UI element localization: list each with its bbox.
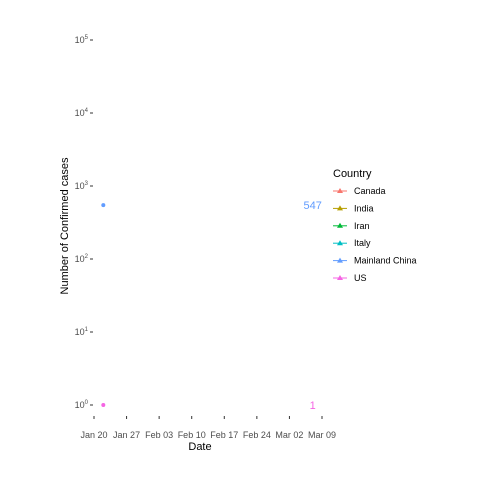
legend-label: US xyxy=(354,273,367,283)
legend-key-marker xyxy=(337,240,343,246)
y-axis-title: Number of Confirmed cases xyxy=(59,157,71,294)
x-tick-label: Feb 03 xyxy=(145,430,173,440)
data-points xyxy=(101,203,106,407)
y-tick-label: 100 xyxy=(75,400,89,410)
data-label: 1 xyxy=(310,400,316,412)
x-tick-label: Mar 02 xyxy=(275,430,303,440)
legend-key-marker xyxy=(337,257,343,263)
x-axis: Jan 20 Jan 27 Feb 03 Feb 10 Feb 17 Feb 24 Mar … xyxy=(80,416,336,440)
y-tick-label: 102 xyxy=(75,254,89,264)
legend-key-marker xyxy=(337,188,343,193)
y-tick-label: 103 xyxy=(75,181,89,191)
legend: Country Canada India Iran Italy Mainland Chi… xyxy=(333,168,417,283)
data-point xyxy=(101,403,106,407)
x-tick-label: Feb 10 xyxy=(178,430,206,440)
legend-key-marker xyxy=(337,275,343,280)
x-tick-label: Jan 20 xyxy=(80,430,107,440)
x-tick-label: Feb 17 xyxy=(210,430,238,440)
legend-title: Country xyxy=(333,168,372,180)
legend-label: Iran xyxy=(354,221,370,231)
y-tick-label: 101 xyxy=(75,327,89,337)
data-labels: 547 1 xyxy=(304,200,322,412)
x-tick-label: Feb 24 xyxy=(243,430,271,440)
legend-label: India xyxy=(354,203,374,213)
y-tick-label: 104 xyxy=(75,108,89,118)
x-tick-label: Mar 09 xyxy=(308,430,336,440)
legend-key-marker xyxy=(337,222,343,228)
legend-label: Mainland China xyxy=(354,256,417,266)
legend-label: Italy xyxy=(354,238,371,248)
legend-label: Canada xyxy=(354,186,386,196)
data-label: 547 xyxy=(304,200,322,212)
data-point xyxy=(101,203,106,208)
y-tick-label: 105 xyxy=(75,35,89,45)
y-axis: 100 101 102 103 104 105 xyxy=(75,35,93,410)
x-axis-title: Date xyxy=(188,441,211,453)
x-tick-label: Jan 27 xyxy=(113,430,140,440)
legend-key-marker xyxy=(337,205,343,211)
